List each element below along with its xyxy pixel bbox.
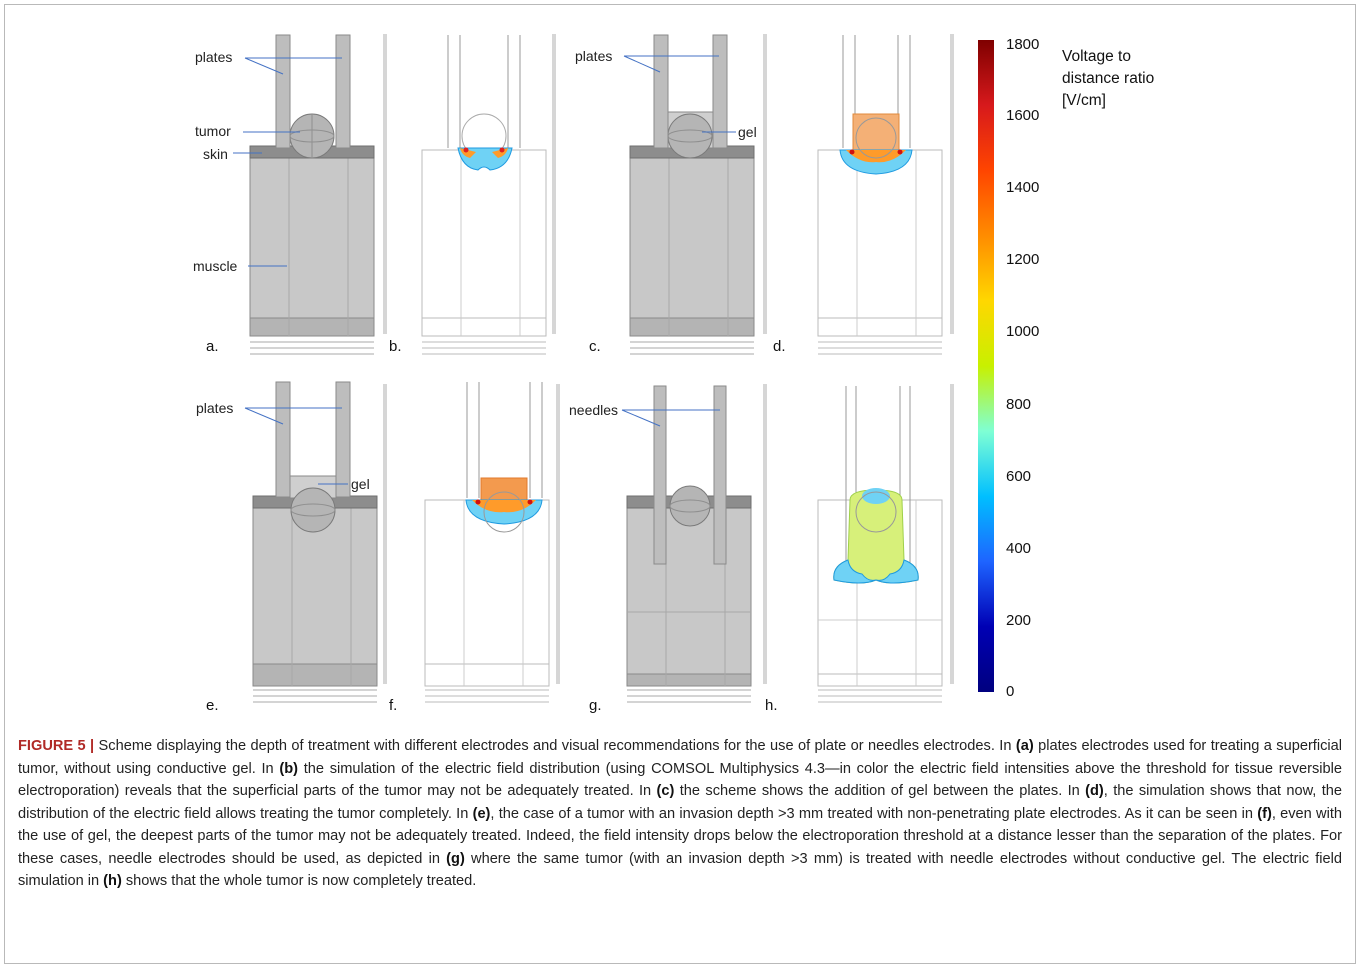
colorbar-title-line-3: [V/cm] [1062, 92, 1106, 109]
caption-panel-ref: (b) [279, 760, 299, 777]
label-muscle-a: muscle [193, 258, 238, 274]
colorbar-gradient [978, 40, 994, 692]
panel-h-drawing [817, 384, 954, 703]
label-needles-g: needles [569, 402, 619, 418]
panel-b-drawing [421, 34, 556, 355]
panel-b [0, 0, 600, 370]
panel-g [0, 0, 800, 720]
colorbar-tick-1400: 1400 [1006, 179, 1040, 196]
colorbar-tick-1000: 1000 [1006, 323, 1040, 340]
panel-letter-b: b. [389, 338, 402, 355]
panel-letter-d: d. [773, 338, 786, 355]
caption-text: , the case of a tumor with an invasion d… [490, 805, 1258, 822]
panel-letter-e: e. [206, 697, 219, 714]
panel-g-drawing [621, 384, 767, 703]
panel-a-drawing [233, 34, 387, 355]
caption-panel-ref: (h) [103, 873, 122, 889]
caption-panel-ref: (c) [656, 783, 675, 799]
panel-f [0, 0, 600, 720]
panel-h [817, 384, 954, 703]
figure-caption-label: FIGURE 5 | [18, 738, 95, 754]
label-skin-a: skin [203, 146, 228, 162]
colorbar-tick-800: 800 [1006, 396, 1032, 413]
panel-c-drawing [623, 34, 767, 355]
panel-d [0, 0, 980, 370]
colorbar-tick-600: 600 [1006, 468, 1032, 485]
panel-f-drawing [424, 382, 560, 703]
figure-caption: FIGURE 5 | Scheme displaying the depth o… [18, 735, 1342, 893]
panel-letter-h: h. [765, 697, 778, 714]
caption-panel-ref: (a) [1015, 738, 1034, 754]
panel-letter-c: c. [589, 338, 601, 355]
colorbar-tick-0: 0 [1006, 683, 1015, 700]
caption-text: where the same tumor (with an invasion d… [18, 850, 1342, 890]
colorbar-tick-400: 400 [1006, 540, 1032, 557]
figure-caption-body: Scheme displaying the depth of treatment… [18, 738, 1342, 889]
caption-text: Scheme displaying the depth of treatment… [94, 738, 1016, 754]
panel-d-drawing [817, 34, 954, 355]
caption-text: plates electrodes used for treating a su… [18, 738, 1343, 777]
caption-panel-ref: (f) [1257, 805, 1272, 822]
panel-letter-f: f. [389, 697, 398, 714]
colorbar-title-line-1: Voltage to [1062, 48, 1131, 65]
caption-text: the simulation of the electric field dis… [18, 760, 1342, 800]
label-plates-a: plates [195, 49, 233, 65]
colorbar-tick-1600: 1600 [1006, 107, 1040, 124]
colorbar [978, 40, 994, 692]
panel-e-drawing [244, 381, 387, 703]
colorbar-tick-1200: 1200 [1006, 251, 1040, 268]
label-gel-e: gel [351, 476, 370, 492]
colorbar-title-line-2: distance ratio [1062, 70, 1155, 87]
panel-letter-a: a. [206, 338, 219, 355]
caption-panel-ref: (e) [472, 805, 491, 822]
caption-text: shows that the whole tumor is now comple… [121, 873, 477, 889]
colorbar-tick-200: 200 [1006, 612, 1032, 629]
caption-text: , even with the use of gel, the deepest … [18, 805, 1342, 867]
colorbar-tick-1800: 1800 [1006, 36, 1040, 53]
panel-a [0, 0, 400, 370]
label-plates-c: plates [575, 48, 613, 64]
caption-panel-ref: (d) [1085, 783, 1104, 799]
label-gel-c: gel [738, 124, 757, 140]
label-plates-e: plates [196, 400, 234, 416]
panel-e [0, 0, 400, 720]
caption-text: the scheme shows the addition of gel bet… [674, 783, 1086, 799]
panel-letter-g: g. [589, 697, 602, 714]
colorbar-title: Voltage to distance ratio [V/cm] [1062, 46, 1154, 112]
label-tumor-a: tumor [195, 123, 231, 139]
caption-panel-ref: (g) [446, 850, 465, 867]
panel-c [0, 0, 800, 370]
figure-frame [4, 4, 1356, 964]
caption-text: , the simulation shows that now, the dis… [18, 783, 1343, 822]
